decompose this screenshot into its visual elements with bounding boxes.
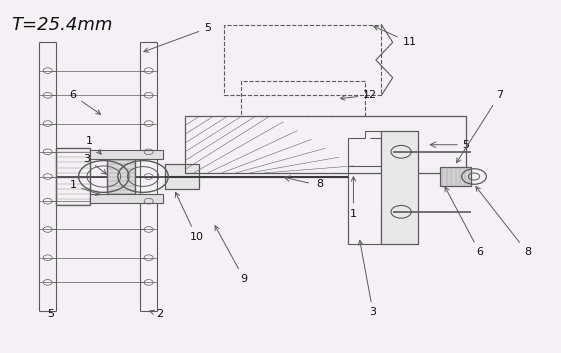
Bar	[56, 148, 90, 205]
Bar	[224, 25, 381, 95]
Text: 3: 3	[84, 154, 107, 174]
Text: T=25.4mm: T=25.4mm	[11, 16, 113, 34]
Bar	[165, 164, 199, 189]
Text: 5: 5	[144, 23, 211, 52]
Bar	[381, 131, 418, 244]
Bar	[90, 150, 163, 159]
Text: 6: 6	[445, 187, 483, 257]
Text: 5: 5	[462, 140, 469, 150]
Text: 5: 5	[47, 309, 54, 319]
Text: 12: 12	[341, 90, 378, 100]
Bar	[107, 159, 135, 194]
Bar	[241, 81, 365, 116]
Bar	[90, 194, 163, 203]
Bar	[185, 116, 466, 173]
Text: 11: 11	[374, 26, 416, 47]
Text: 1: 1	[86, 136, 101, 154]
Text: 8: 8	[316, 179, 323, 189]
Text: 9: 9	[215, 226, 247, 284]
Text: 6: 6	[70, 90, 100, 114]
Text: 3: 3	[358, 240, 376, 317]
Text: 2: 2	[150, 309, 163, 319]
Text: 7: 7	[457, 90, 503, 163]
Text: 10: 10	[176, 192, 203, 241]
Bar	[440, 167, 471, 186]
Text: 8: 8	[476, 187, 531, 257]
Text: 1: 1	[70, 180, 100, 195]
Text: 1: 1	[350, 177, 357, 219]
